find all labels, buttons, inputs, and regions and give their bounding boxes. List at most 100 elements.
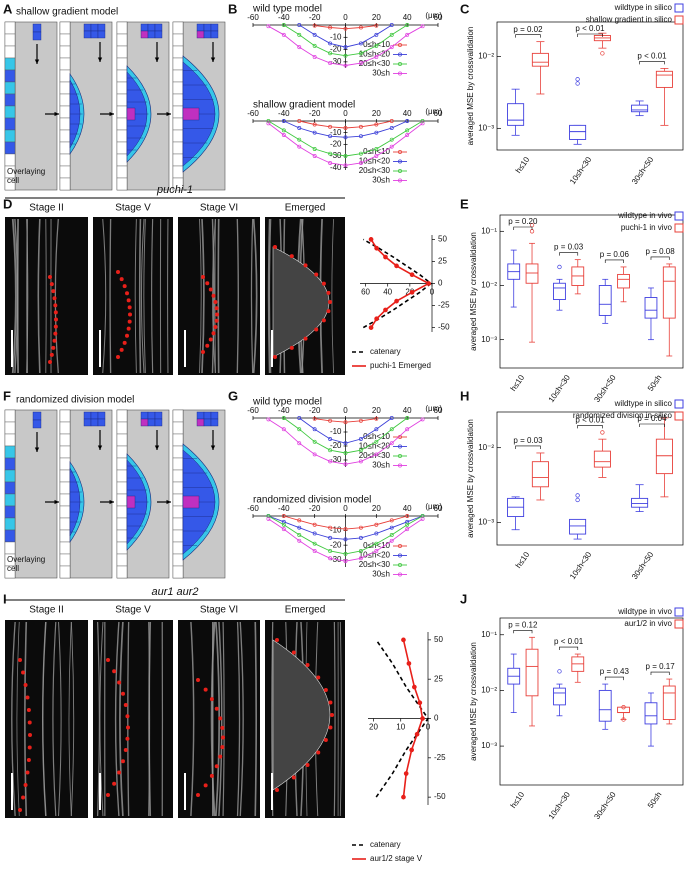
series-marker (297, 538, 302, 543)
series-marker (297, 441, 302, 446)
legend-label: aur1/2 in vivo (624, 619, 672, 628)
y-axis-label: averaged MSE by crossvalidation (469, 232, 478, 351)
series-marker (401, 637, 406, 643)
strip-cell (116, 117, 128, 131)
p-value: p = 0.06 (600, 250, 630, 259)
significance-bracket (577, 33, 603, 37)
strip-cell (4, 445, 16, 459)
x-tick-label: 40 (403, 504, 412, 513)
series-line (268, 120, 423, 157)
strip-cell (172, 433, 184, 447)
grid-cell (140, 411, 149, 420)
strip-cell (172, 565, 184, 579)
legend-marker (398, 62, 402, 66)
stage-title: Stage V (115, 203, 151, 214)
trace-point (211, 331, 216, 336)
trace-point (123, 703, 128, 707)
cell-outline (96, 621, 101, 817)
box (531, 52, 549, 67)
trace-point (316, 750, 321, 755)
strip-cell (116, 553, 128, 567)
grid-cell (154, 23, 163, 32)
grid-cell (196, 418, 205, 427)
position-tick-label: 0 (434, 714, 439, 723)
strip-cell (172, 129, 184, 143)
series-marker (405, 416, 410, 420)
series-marker (406, 661, 412, 666)
strip-cell (59, 529, 71, 543)
position-tick-label: -25 (438, 301, 450, 310)
trace-point (209, 773, 214, 778)
outlier (575, 81, 580, 86)
series-marker (405, 527, 410, 532)
cell-outline (143, 218, 146, 374)
panel-letter: E (460, 196, 469, 211)
legend-marker (398, 159, 402, 164)
strip-cell (172, 517, 184, 531)
x-tick-label: -20 (309, 13, 321, 22)
series-marker (389, 45, 394, 50)
trace-point (291, 650, 296, 655)
significance-bracket (650, 671, 670, 676)
trace-point (51, 345, 56, 350)
box (655, 70, 673, 88)
strip-cell (59, 165, 71, 179)
box (598, 285, 612, 316)
series-marker (383, 254, 388, 260)
outlier (575, 497, 580, 503)
panel-letter: C (460, 1, 470, 16)
strip-cell (116, 457, 128, 471)
trace-point (328, 700, 333, 705)
trace-point (205, 343, 210, 348)
strip-cell (172, 165, 184, 179)
series-marker (358, 549, 363, 553)
significance-bracket (577, 425, 603, 429)
grid-cell (90, 411, 99, 420)
legend-label: puchi-1 Emerged (370, 361, 431, 370)
series-marker (401, 794, 406, 800)
legend-swatch (674, 223, 684, 233)
legend-label: 10≤h<20 (359, 551, 391, 560)
strip-cell (172, 505, 184, 519)
trace-point (27, 745, 32, 750)
trace-point (289, 345, 294, 350)
cell-outline (239, 621, 244, 817)
series-marker (383, 307, 388, 313)
panel-letter: J (460, 591, 467, 606)
legend-marker (398, 43, 402, 47)
series-marker (312, 154, 317, 158)
arrow-head (166, 111, 171, 117)
series-line (283, 417, 408, 454)
grid-cell (196, 23, 205, 32)
grid-cell (196, 411, 205, 420)
trace-point (213, 325, 218, 329)
trace-point (196, 678, 200, 682)
series-marker (374, 439, 379, 444)
series-marker (343, 135, 348, 140)
legend-label: wildtype in silico (614, 3, 673, 12)
strip-cell (59, 33, 71, 47)
series-line (268, 122, 423, 166)
grid-cell (83, 411, 92, 420)
x-tick-label: 20 (372, 109, 381, 118)
series-marker (343, 63, 348, 68)
grid-cell (90, 30, 99, 39)
series-marker (312, 427, 317, 432)
strip-cell (59, 553, 71, 567)
y-tick-label: 10⁻¹ (481, 226, 497, 235)
outlier (621, 705, 626, 710)
significance-bracket (513, 630, 533, 634)
unit-label: (μm) (425, 107, 442, 116)
y-tick-label: -10 (330, 427, 342, 436)
strip-cell (4, 481, 16, 495)
trace-point (328, 300, 332, 304)
trace-point (51, 289, 56, 294)
strip-cell (4, 177, 16, 191)
series-marker (374, 316, 379, 322)
box (617, 706, 630, 714)
stage-title: Stage II (29, 203, 63, 214)
cell-outline (114, 621, 120, 817)
series-marker (297, 23, 302, 27)
trace-point (218, 716, 223, 721)
series-marker (281, 416, 286, 420)
